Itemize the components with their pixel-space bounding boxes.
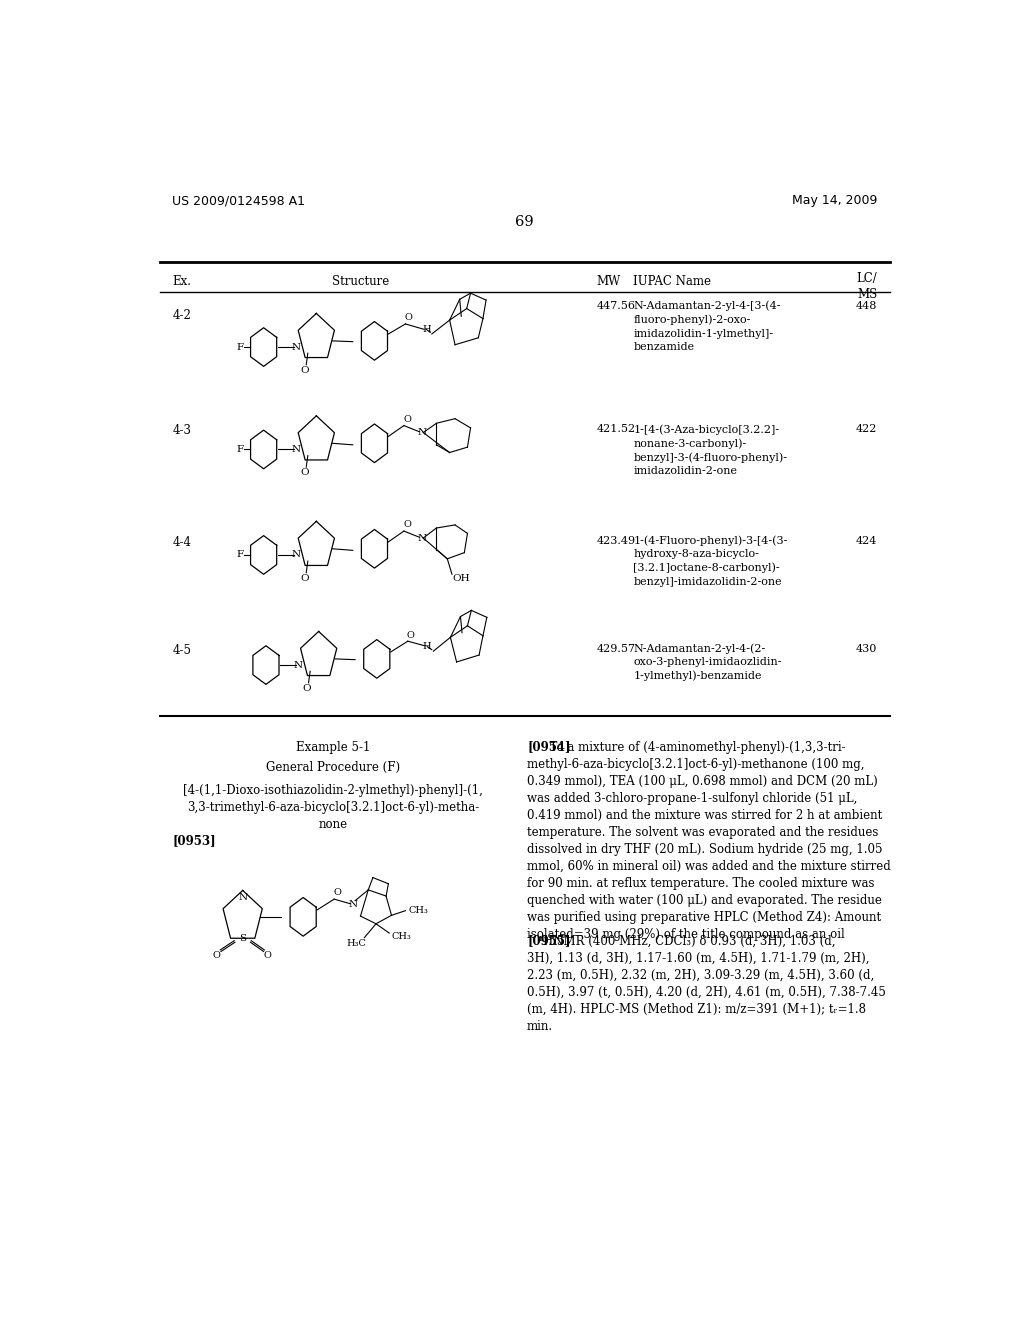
Text: S: S [240, 935, 246, 942]
Text: 1-[4-(3-Aza-bicyclo[3.2.2]-
nonane-3-carbonyl)-
benzyl]-3-(4-fluoro-phenyl)-
imi: 1-[4-(3-Aza-bicyclo[3.2.2]- nonane-3-car… [633, 424, 787, 475]
Text: 447.56: 447.56 [597, 301, 636, 310]
Text: O: O [404, 313, 413, 322]
Text: N: N [292, 343, 301, 351]
Text: 4-2: 4-2 [172, 309, 191, 322]
Text: H: H [423, 642, 431, 651]
Text: 424: 424 [856, 536, 878, 545]
Text: General Procedure (F): General Procedure (F) [266, 762, 400, 775]
Text: Example 5-1: Example 5-1 [296, 741, 371, 754]
Text: 429.57: 429.57 [597, 644, 636, 653]
Text: 1-(4-Fluoro-phenyl)-3-[4-(3-
hydroxy-8-aza-bicyclo-
[3.2.1]octane-8-carbonyl)-
b: 1-(4-Fluoro-phenyl)-3-[4-(3- hydroxy-8-a… [633, 536, 787, 586]
Text: [4-(1,1-Dioxo-isothiazolidin-2-ylmethyl)-phenyl]-(1,
3,3-trimethyl-6-aza-bicyclo: [4-(1,1-Dioxo-isothiazolidin-2-ylmethyl)… [183, 784, 483, 830]
Text: OH: OH [453, 574, 470, 583]
Text: [0953]: [0953] [172, 834, 216, 847]
Text: 69: 69 [515, 215, 535, 230]
Text: US 2009/0124598 A1: US 2009/0124598 A1 [172, 194, 305, 207]
Text: 422: 422 [856, 424, 878, 434]
Text: N: N [348, 900, 357, 909]
Text: ¹HNMR (400 MHz, CDCl₃) δ 0.93 (d, 3H), 1.03 (d,
3H), 1.13 (d, 3H), 1.17-1.60 (m,: ¹HNMR (400 MHz, CDCl₃) δ 0.93 (d, 3H), 1… [527, 935, 886, 1032]
Text: 421.52: 421.52 [597, 424, 636, 434]
Text: O: O [407, 631, 415, 639]
Text: N: N [417, 428, 426, 437]
Text: CH₃: CH₃ [391, 932, 412, 941]
Text: N-Adamantan-2-yl-4-(2-
oxo-3-phenyl-imidaozlidin-
1-ylmethyl)-benzamide: N-Adamantan-2-yl-4-(2- oxo-3-phenyl-imid… [633, 644, 781, 681]
Text: F: F [237, 445, 244, 454]
Text: O: O [300, 469, 309, 477]
Text: O: O [403, 414, 411, 424]
Text: O: O [303, 684, 311, 693]
Text: O: O [334, 888, 341, 898]
Text: IUPAC Name: IUPAC Name [633, 276, 712, 289]
Text: N-Adamantan-2-yl-4-[3-(4-
fluoro-phenyl)-2-oxo-
imidazolidin-1-ylmethyl]-
benzam: N-Adamantan-2-yl-4-[3-(4- fluoro-phenyl)… [633, 301, 780, 352]
Text: F: F [237, 550, 244, 560]
Text: 430: 430 [856, 644, 878, 653]
Text: 4-4: 4-4 [172, 536, 191, 549]
Text: 4-3: 4-3 [172, 424, 191, 437]
Text: 4-5: 4-5 [172, 644, 191, 656]
Text: F: F [237, 343, 244, 351]
Text: N: N [294, 660, 303, 669]
Text: H: H [422, 325, 431, 334]
Text: H₃C: H₃C [347, 940, 367, 948]
Text: [0954]: [0954] [527, 741, 570, 754]
Text: O: O [403, 520, 411, 529]
Text: May 14, 2009: May 14, 2009 [792, 194, 878, 207]
Text: Ex.: Ex. [172, 276, 191, 289]
Text: To a mixture of (4-aminomethyl-phenyl)-(1,3,3-tri-
methyl-6-aza-bicyclo[3.2.1]oc: To a mixture of (4-aminomethyl-phenyl)-(… [527, 741, 891, 941]
Text: N: N [239, 894, 247, 902]
Text: O: O [300, 366, 309, 375]
Text: 448: 448 [856, 301, 878, 310]
Text: 423.49: 423.49 [597, 536, 636, 545]
Text: Structure: Structure [332, 276, 389, 289]
Text: [0955]: [0955] [527, 935, 570, 948]
Text: CH₃: CH₃ [409, 907, 429, 915]
Text: O: O [300, 574, 309, 582]
Text: MW: MW [597, 276, 622, 289]
Text: N: N [417, 533, 426, 543]
Text: N: N [292, 550, 301, 560]
Text: O: O [263, 950, 271, 960]
Text: O: O [212, 950, 220, 960]
Text: LC/
MS: LC/ MS [857, 272, 878, 301]
Text: N: N [292, 445, 301, 454]
